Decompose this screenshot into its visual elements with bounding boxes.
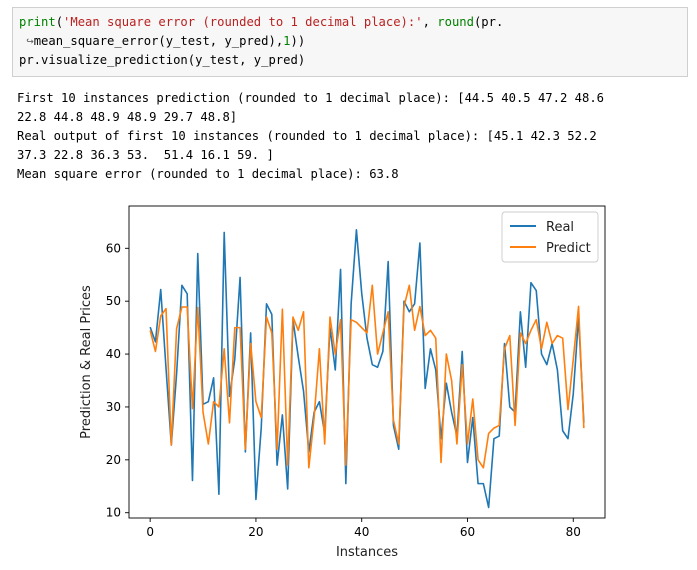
code-string: 'Mean square error (rounded to 1 decimal… [63, 15, 423, 29]
y-tick-label: 60 [106, 241, 121, 255]
line-continuation-icon: ↪ [19, 34, 34, 48]
y-tick-label: 20 [106, 453, 121, 467]
code-call: mean_square_error(y_test, y_pred), [33, 34, 284, 48]
prediction-chart: 0 20 40 60 80 10 20 30 40 50 60 Instances Prediction… [79, 205, 606, 560]
x-axis-label: Instances [336, 545, 398, 560]
x-tick-label: 20 [248, 525, 263, 539]
y-tick-label: 40 [106, 347, 121, 361]
output-line-3: Real output of first 10 instances (round… [17, 129, 597, 143]
x-tick-label: 40 [354, 525, 369, 539]
y-tick-label: 10 [106, 506, 121, 520]
code-number: 1 [283, 34, 291, 48]
y-axis-label: Prediction & Real Prices [79, 285, 94, 439]
output-line-1: First 10 instances prediction (rounded t… [17, 91, 604, 105]
legend-box [501, 211, 599, 263]
y-tick-label: 50 [106, 294, 121, 308]
code-comma: , [422, 15, 438, 29]
print-keyword: print [19, 15, 56, 29]
code-tail: (pr. [473, 15, 504, 29]
x-tick-label: 0 [146, 525, 154, 539]
code-line-3: pr.visualize_prediction(y_test, y_pred) [19, 53, 306, 67]
x-tick-label: 60 [460, 525, 475, 539]
code-end: )) [290, 34, 306, 48]
legend-label-predict: Predict [546, 241, 591, 256]
series-line-real [149, 228, 585, 509]
y-tick-label: 30 [106, 400, 121, 414]
series-line-predict [149, 284, 585, 469]
code-line-2: ↪mean_square_error(y_test, y_pred),1)) [19, 32, 687, 51]
output-line-2: 22.8 44.8 48.9 48.9 29.7 48.8] [17, 110, 238, 124]
output-line-4: 37.3 22.8 36.3 53. 51.4 16.1 59. ] [17, 148, 274, 162]
output-line-5: Mean square error (rounded to 1 decimal … [17, 167, 399, 181]
code-cell[interactable]: print('Mean square error (rounded to 1 d… [12, 7, 688, 77]
code-line-1: print('Mean square error (rounded to 1 d… [19, 13, 687, 32]
axes-frame [128, 205, 606, 519]
legend-label-real: Real [546, 220, 574, 235]
code-paren: ( [55, 15, 64, 29]
round-keyword: round [437, 15, 474, 29]
cell-output: First 10 instances prediction (rounded t… [17, 89, 687, 184]
x-tick-label: 80 [566, 525, 581, 539]
